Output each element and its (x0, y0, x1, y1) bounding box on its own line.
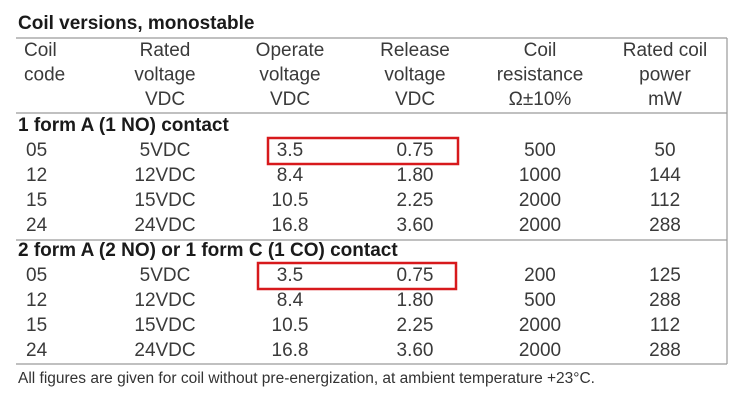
cell: 2000 (519, 190, 561, 211)
cell: 2000 (519, 315, 561, 336)
header-cell: resistance (497, 65, 584, 86)
cell: 24VDC (134, 215, 195, 236)
cell: 0.75 (397, 265, 434, 286)
header-cell: Rated coil (623, 40, 708, 61)
header-cell: Release (380, 40, 450, 61)
cell: 12 (26, 290, 47, 311)
cell: 3.60 (397, 215, 434, 236)
cell: 288 (649, 290, 681, 311)
header-cell: voltage (384, 65, 445, 86)
cell: 05 (26, 140, 47, 161)
cell: 8.4 (277, 290, 304, 311)
cell: 2000 (519, 340, 561, 361)
header-cell: voltage (134, 65, 195, 86)
cell: 16.8 (272, 215, 309, 236)
header-cell: Ω±10% (509, 89, 572, 110)
header-cell: power (639, 65, 691, 86)
cell: 15 (26, 190, 47, 211)
cell: 05 (26, 265, 47, 286)
header-cell: VDC (270, 89, 310, 110)
cell: 12VDC (134, 290, 195, 311)
header-cell: VDC (145, 89, 185, 110)
cell: 24VDC (134, 340, 195, 361)
cell: 1.80 (397, 165, 434, 186)
cell: 500 (524, 290, 556, 311)
highlight-box (266, 136, 460, 166)
header-cell: Coil (24, 40, 57, 61)
cell: 10.5 (272, 190, 309, 211)
cell: 3.5 (277, 265, 303, 286)
cell: 125 (649, 265, 681, 286)
cell: 2.25 (397, 190, 434, 211)
footnote: All figures are given for coil without p… (18, 370, 595, 387)
cell: 24 (26, 340, 48, 361)
cell: 2000 (519, 215, 561, 236)
cell: 3.60 (397, 340, 434, 361)
cell: 2.25 (397, 315, 434, 336)
cell: 5VDC (140, 265, 191, 286)
cell: 0.75 (397, 140, 434, 161)
header-cell: Rated (140, 40, 191, 61)
cell: 1000 (519, 165, 561, 186)
section-title: 1 form A (1 NO) contact (18, 115, 229, 136)
cell: 112 (650, 190, 680, 211)
cell: 1.80 (397, 290, 434, 311)
cell: 288 (649, 215, 681, 236)
cell: 15 (26, 315, 47, 336)
highlight-box (256, 261, 458, 291)
table-title: Coil versions, monostable (18, 13, 255, 34)
cell: 144 (649, 165, 681, 186)
cell: 288 (649, 340, 681, 361)
cell: 10.5 (272, 315, 309, 336)
section-title: 2 form A (2 NO) or 1 form C (1 CO) conta… (18, 240, 398, 261)
cell: 200 (524, 265, 556, 286)
cell: 500 (524, 140, 556, 161)
header-cell: Coil (524, 40, 557, 61)
header-cell: Operate (256, 40, 325, 61)
header-cell: mW (648, 89, 682, 110)
cell: 5VDC (140, 140, 191, 161)
cell: 12 (26, 165, 47, 186)
cell: 15VDC (134, 315, 195, 336)
cell: 8.4 (277, 165, 304, 186)
header-cell: code (24, 65, 65, 86)
header-cell: VDC (395, 89, 435, 110)
cell: 16.8 (272, 340, 309, 361)
cell: 50 (654, 140, 675, 161)
cell: 24 (26, 215, 48, 236)
cell: 12VDC (134, 165, 195, 186)
cell: 3.5 (277, 140, 303, 161)
cell: 112 (650, 315, 680, 336)
header-cell: voltage (259, 65, 320, 86)
cell: 15VDC (134, 190, 195, 211)
